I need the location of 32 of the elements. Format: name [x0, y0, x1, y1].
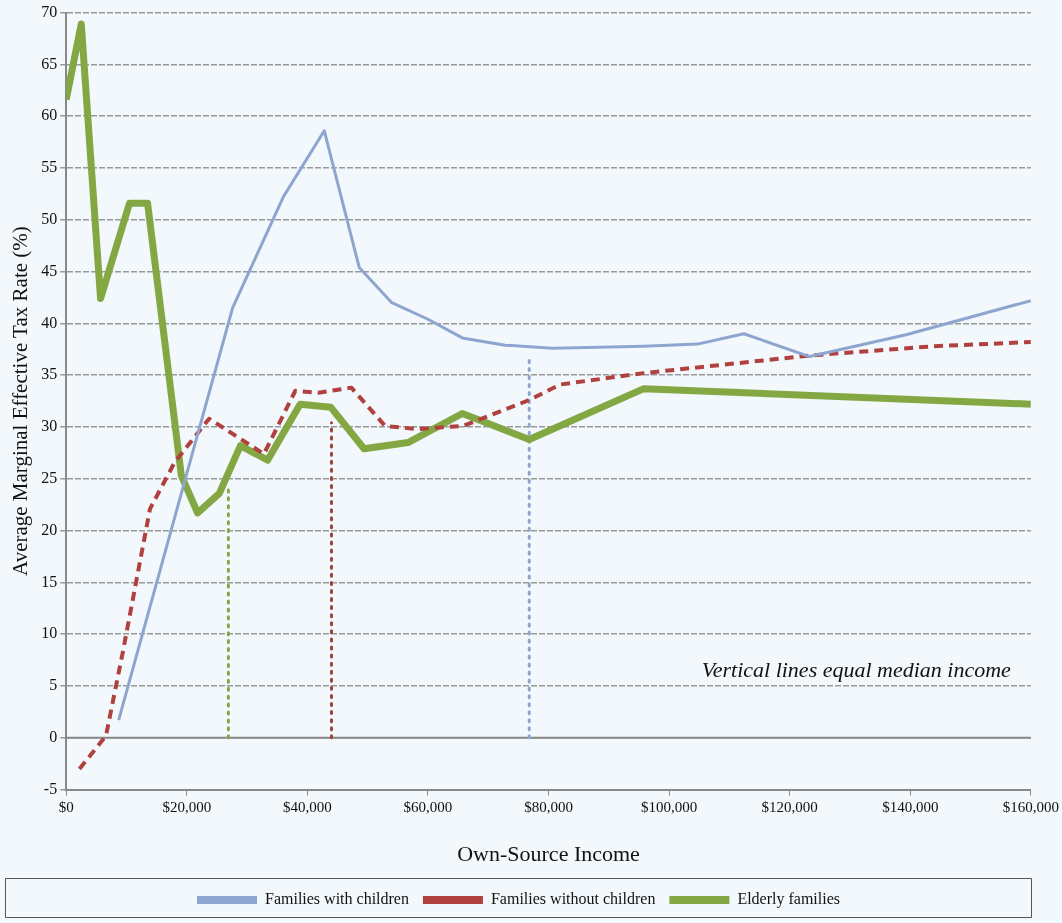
y-tick-label: 30	[41, 417, 58, 435]
legend-label: Families without children	[490, 890, 656, 908]
y-tick-label: 5	[49, 676, 58, 694]
y-tick-label: 35	[41, 365, 58, 383]
x-tick-label: $40,000	[282, 798, 332, 815]
y-tick-label: 70	[41, 2, 58, 20]
x-tick-label: $160,000	[1002, 798, 1059, 815]
legend-label: Elderly families	[737, 890, 841, 909]
y-axis-title: Average Marginal Effective Tax Rate (%)	[8, 226, 33, 576]
y-tick-label: 50	[41, 210, 58, 227]
y-tick-label: -5	[43, 779, 58, 797]
x-tick-label: $80,000	[524, 798, 573, 815]
x-tick-label: $120,000	[761, 798, 818, 815]
y-tick-label: 55	[41, 158, 58, 176]
y-tick-label: 0	[49, 728, 58, 745]
y-tick-label: 15	[41, 572, 58, 590]
y-tick-label: 60	[41, 106, 58, 124]
legend-label: Families with children	[264, 890, 409, 908]
y-tick-label: 40	[41, 313, 58, 331]
x-tick-label: $60,000	[403, 798, 453, 815]
y-tick-label: 45	[41, 261, 58, 279]
y-tick-label: 65	[41, 54, 58, 72]
annotation: Vertical lines equal median income	[701, 656, 1012, 682]
x-tick-label: $140,000	[882, 798, 939, 815]
y-tick-label: 10	[41, 624, 58, 642]
x-tick-label: $100,000	[641, 798, 698, 815]
line-series	[77, 340, 1031, 771]
x-tick-label: $20,000	[162, 798, 212, 815]
y-tick-label: 25	[41, 469, 58, 486]
x-axis-title: Own-Source Income	[457, 840, 640, 866]
x-tick-label: $0	[58, 798, 74, 815]
y-tick-label: 20	[41, 520, 58, 538]
